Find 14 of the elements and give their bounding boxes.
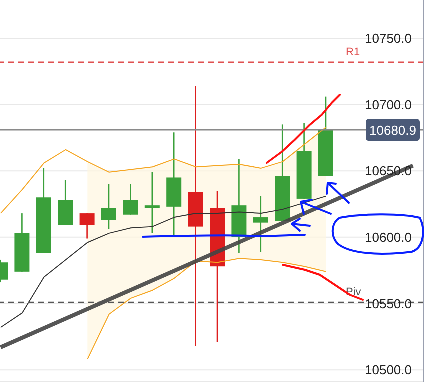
candlestick xyxy=(80,212,95,240)
candlestick xyxy=(253,196,268,253)
y-tick-label: 10500.0 xyxy=(365,362,412,378)
line-series xyxy=(0,126,327,214)
ref-line-label: R1 xyxy=(346,46,360,58)
candlestick xyxy=(123,184,138,216)
candlestick xyxy=(144,172,160,234)
y-tick-label: 10750.0 xyxy=(365,31,412,46)
ref-line-label: 10680.9 xyxy=(370,123,416,138)
line-series xyxy=(0,196,327,328)
y-tick-label: 10600.0 xyxy=(365,230,412,246)
candlestick xyxy=(102,184,116,230)
line-series xyxy=(87,258,327,360)
y-tick-label: 10700.0 xyxy=(365,97,412,112)
